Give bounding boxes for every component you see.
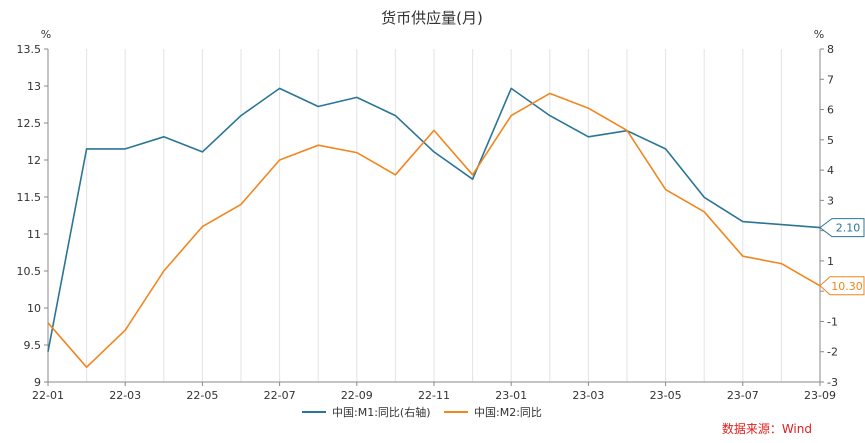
right-tick-label: 4 (827, 164, 834, 177)
right-tick-label: -2 (827, 346, 838, 359)
x-axis-ticks: 22-01 22-03 22-05 22-07 22-09 22-11 23-01 23-03… (32, 382, 836, 402)
x-tick-label: 22-11 (418, 389, 450, 402)
left-tick-label: 13 (27, 80, 41, 93)
left-axis-unit: % (41, 28, 51, 41)
legend-m1-label: 中国:M1:同比(右轴) (332, 405, 430, 419)
x-tick-label: 22-05 (186, 389, 218, 402)
right-tick-label: -1 (827, 315, 838, 328)
right-tick-label: 5 (827, 134, 834, 147)
right-tick-label: 3 (827, 194, 834, 207)
left-tick-label: 13.5 (17, 43, 42, 56)
m1-series-line (47, 87, 821, 352)
right-axis-unit: % (814, 28, 824, 41)
x-tick-label: 22-01 (32, 389, 64, 402)
left-tick-label: 10 (27, 302, 41, 315)
right-axis-ticks: -3-2-1012345678 (820, 43, 838, 389)
right-tick-label: 6 (827, 104, 834, 117)
right-tick-label: -3 (827, 376, 838, 389)
m2-end-callout-box (819, 276, 865, 296)
right-tick-label: 1 (827, 255, 834, 268)
left-tick-label: 12.5 (17, 117, 42, 130)
x-tick-label: 23-09 (804, 389, 836, 402)
x-tick-label: 23-07 (727, 389, 759, 402)
grid (47, 49, 821, 382)
left-tick-label: 11.5 (17, 191, 42, 204)
end-value-callouts: 2.10 10.30 (819, 218, 865, 296)
m1-end-callout-box (819, 218, 865, 238)
m2-end-callout-label: 10.30 (831, 280, 863, 293)
m2-series-line (47, 92, 821, 369)
left-tick-label: 9 (34, 376, 41, 389)
m1-end-callout-label: 2.10 (836, 222, 861, 235)
legend-m2-label: 中国:M2:同比 (474, 406, 542, 419)
x-tick-label: 22-03 (109, 389, 141, 402)
legend: 中国:M1:同比(右轴) 中国:M2:同比 (302, 405, 542, 419)
x-tick-label: 23-03 (572, 389, 604, 402)
series-lines (47, 87, 821, 369)
left-tick-label: 12 (27, 154, 41, 167)
left-tick-label: 11 (27, 228, 41, 241)
left-axis-ticks: 9 9.5 10 10.5 11 11.5 12 12.5 13 13.5 (17, 43, 48, 389)
left-tick-label: 9.5 (24, 339, 42, 352)
source-note: 数据来源：Wind (722, 421, 812, 436)
left-tick-label: 10.5 (17, 265, 42, 278)
right-tick-label: 7 (827, 73, 834, 86)
right-tick-label: 8 (827, 43, 834, 56)
chart-title: 货币供应量(月) (381, 9, 483, 27)
x-tick-label: 23-05 (650, 389, 682, 402)
x-tick-label: 23-01 (495, 389, 527, 402)
x-tick-label: 22-09 (341, 389, 373, 402)
x-tick-label: 22-07 (264, 389, 296, 402)
